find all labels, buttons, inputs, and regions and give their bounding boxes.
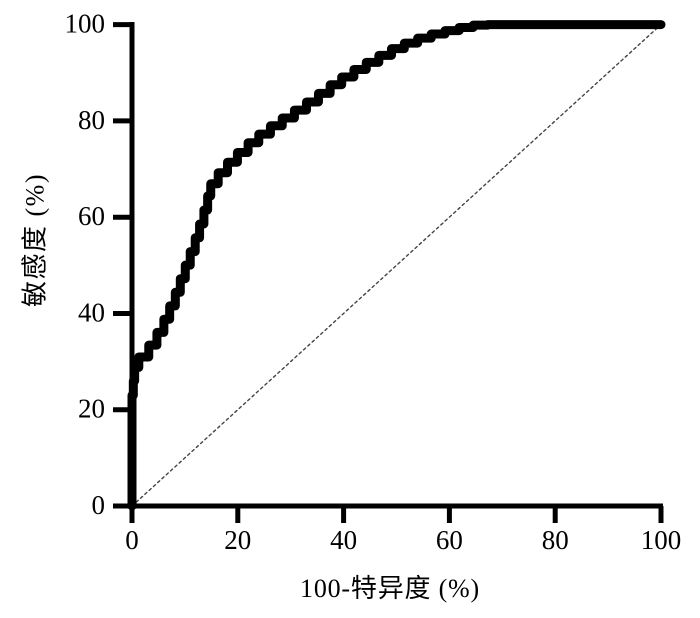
svg-text:0: 0 — [125, 525, 139, 555]
svg-text:20: 20 — [78, 394, 105, 424]
svg-text:0: 0 — [92, 490, 106, 520]
svg-text:100: 100 — [65, 9, 106, 39]
svg-text:80: 80 — [542, 525, 569, 555]
svg-text:60: 60 — [436, 525, 463, 555]
svg-text:40: 40 — [78, 298, 105, 328]
svg-text:40: 40 — [330, 525, 357, 555]
svg-text:60: 60 — [78, 201, 105, 231]
svg-text:20: 20 — [224, 525, 251, 555]
svg-text:100: 100 — [641, 525, 682, 555]
svg-text:80: 80 — [78, 105, 105, 135]
